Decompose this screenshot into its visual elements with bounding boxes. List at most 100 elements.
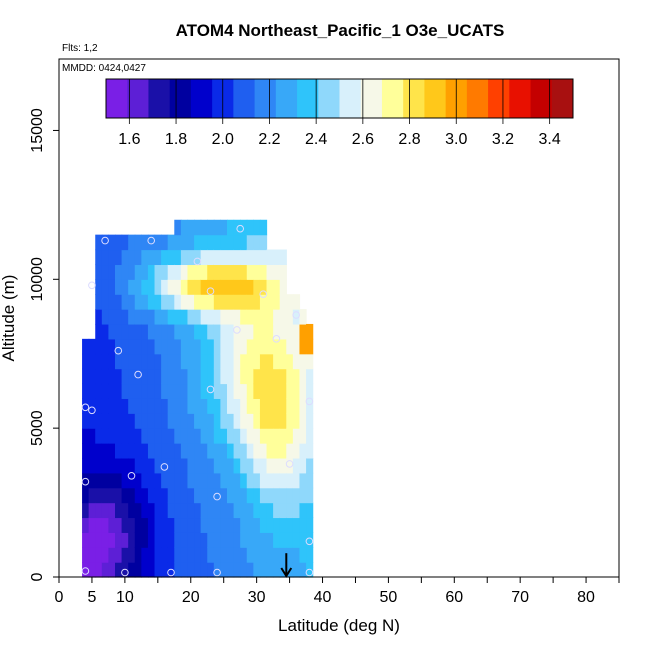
heatmap-cell <box>240 353 248 370</box>
heatmap-cell <box>154 323 162 340</box>
heatmap-cell <box>220 294 228 310</box>
heatmap-cells <box>82 219 314 578</box>
heatmap-cell <box>134 264 142 280</box>
heatmap-cell <box>167 338 175 355</box>
heatmap-cell <box>115 472 123 489</box>
heatmap-cell <box>259 502 268 519</box>
heatmap-cell <box>187 502 195 519</box>
heatmap-cell <box>82 562 90 578</box>
heatmap-cell <box>220 234 228 251</box>
colorbar-tick-label: 1.6 <box>118 131 140 148</box>
observation-point <box>285 460 294 468</box>
x-tick-label: 80 <box>577 589 595 606</box>
heatmap-cell <box>88 413 96 429</box>
heatmap-cell <box>207 502 215 519</box>
heatmap-cell <box>194 279 202 295</box>
heatmap-cell <box>273 398 281 414</box>
heatmap-cell <box>200 398 208 414</box>
heatmap-cell <box>227 383 235 399</box>
heatmap-cell <box>240 338 248 355</box>
heatmap-cell <box>174 353 182 370</box>
heatmap-cell <box>306 562 314 578</box>
heatmap-cell <box>115 398 123 414</box>
heatmap-cell <box>279 457 287 474</box>
heatmap-cell <box>167 413 175 429</box>
heatmap-cell <box>180 443 189 459</box>
heatmap-cell <box>233 279 241 295</box>
heatmap-cell <box>108 413 116 429</box>
heatmap-cell <box>121 457 129 474</box>
heatmap-cell <box>121 368 129 385</box>
heatmap-cell <box>187 323 195 340</box>
heatmap-cell <box>292 487 301 504</box>
heatmap-cell <box>200 472 208 489</box>
heatmap-cell <box>233 517 241 533</box>
heatmap-cell <box>266 264 274 280</box>
heatmap-cell <box>207 323 215 340</box>
heatmap-cell <box>121 562 129 578</box>
heatmap-cell <box>194 428 202 444</box>
heatmap-cell <box>259 249 268 266</box>
heatmap-cell <box>286 294 294 310</box>
heatmap-cell <box>306 323 314 340</box>
heatmap-cell <box>213 457 222 474</box>
heatmap-cell <box>286 368 294 385</box>
heatmap-cell <box>273 502 281 519</box>
heatmap-cell <box>95 532 103 548</box>
heatmap-cell <box>134 517 142 533</box>
heatmap-cell <box>194 249 202 266</box>
heatmap-cell <box>115 383 123 399</box>
heatmap-cell <box>306 353 314 370</box>
heatmap-cell <box>253 428 261 444</box>
heatmap-cell <box>207 234 215 251</box>
heatmap-cell <box>233 309 241 325</box>
heatmap-cell <box>82 487 90 504</box>
y-tick-label: 0 <box>29 572 46 581</box>
heatmap-cell <box>141 413 149 429</box>
heatmap-cell <box>259 413 268 429</box>
heatmap-cell <box>108 264 116 280</box>
heatmap-cell <box>246 428 254 444</box>
heatmap-cell <box>259 487 268 504</box>
heatmap-cell <box>82 353 90 370</box>
heatmap-cell <box>279 264 287 280</box>
colorbar-swatch <box>190 79 213 118</box>
observation-point <box>206 385 215 394</box>
heatmap-cell <box>292 443 301 459</box>
heatmap-cell <box>82 443 90 459</box>
heatmap-cell <box>200 383 208 399</box>
heatmap-cell <box>147 368 156 385</box>
heatmap-cell <box>134 428 142 444</box>
heatmap-cell <box>95 562 103 578</box>
heatmap-cell <box>306 443 314 459</box>
heatmap-cell <box>180 279 189 295</box>
heatmap-cell <box>279 443 287 459</box>
heatmap-cell <box>279 279 287 295</box>
heatmap-cell <box>227 368 235 385</box>
heatmap-cell <box>128 532 136 548</box>
heatmap-cell <box>246 457 254 474</box>
heatmap-cell <box>187 279 195 295</box>
colorbar-tick-label: 2.4 <box>305 131 327 148</box>
heatmap-cell <box>180 294 189 310</box>
heatmap-cell <box>240 472 248 489</box>
heatmap-cell <box>266 249 274 266</box>
colorbar-tick-label: 2.6 <box>352 131 374 148</box>
heatmap-cell <box>101 472 110 489</box>
observation-point <box>305 537 314 546</box>
heatmap-cell <box>286 353 294 370</box>
heatmap-cell <box>82 502 90 519</box>
heatmap-cell <box>259 472 268 489</box>
heatmap-cell <box>154 279 162 295</box>
heatmap-cell <box>259 264 268 280</box>
heatmap-cell <box>88 428 96 444</box>
heatmap-cell <box>174 443 182 459</box>
heatmap-cell <box>147 517 156 533</box>
heatmap-cell <box>174 309 182 325</box>
heatmap-cell <box>220 517 228 533</box>
heatmap-cell <box>187 264 195 280</box>
heatmap-cell <box>180 368 189 385</box>
heatmap-cell <box>194 487 202 504</box>
x-tick-label: 60 <box>445 589 463 606</box>
